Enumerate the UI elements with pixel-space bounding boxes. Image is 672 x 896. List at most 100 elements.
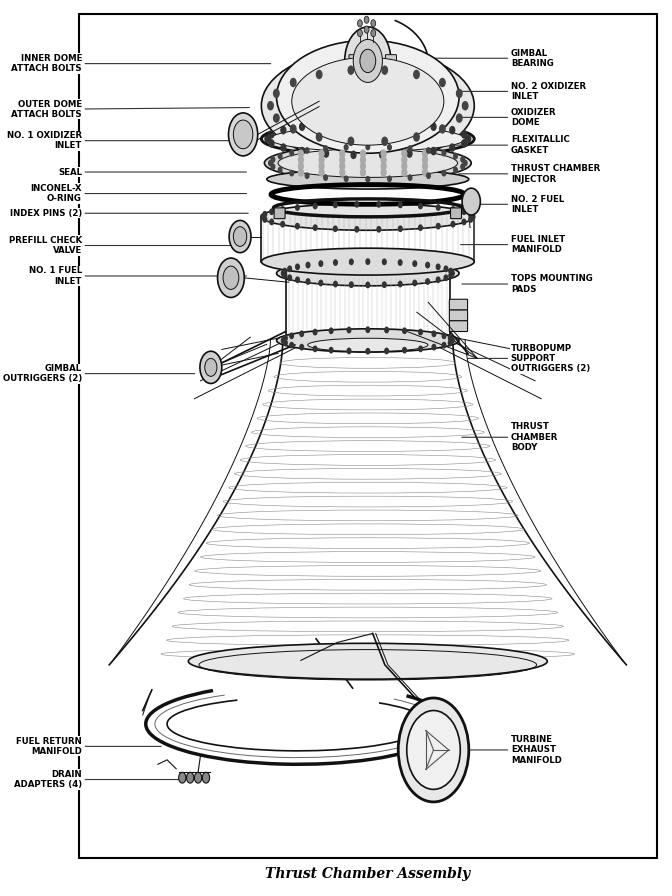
- Circle shape: [442, 333, 446, 339]
- Circle shape: [348, 137, 353, 145]
- Circle shape: [444, 275, 448, 280]
- Circle shape: [229, 220, 251, 253]
- FancyBboxPatch shape: [79, 14, 657, 858]
- Circle shape: [414, 133, 419, 141]
- Circle shape: [380, 119, 384, 126]
- Circle shape: [382, 137, 388, 145]
- Circle shape: [413, 280, 417, 286]
- Text: GIMBAL
BEARING: GIMBAL BEARING: [431, 48, 554, 68]
- Circle shape: [283, 273, 287, 279]
- Circle shape: [305, 148, 309, 153]
- Circle shape: [270, 209, 274, 214]
- Circle shape: [398, 698, 469, 802]
- Circle shape: [382, 66, 388, 74]
- Circle shape: [364, 26, 369, 33]
- Circle shape: [223, 266, 239, 289]
- FancyBboxPatch shape: [450, 321, 468, 332]
- Circle shape: [451, 221, 455, 227]
- Circle shape: [218, 258, 245, 297]
- Circle shape: [377, 227, 380, 232]
- Circle shape: [461, 164, 464, 169]
- Circle shape: [466, 135, 470, 142]
- Circle shape: [349, 282, 353, 288]
- Circle shape: [298, 169, 303, 176]
- Circle shape: [432, 332, 435, 337]
- Circle shape: [228, 113, 257, 156]
- Text: FUEL RETURN
MANIFOLD: FUEL RETURN MANIFOLD: [16, 737, 161, 756]
- Ellipse shape: [261, 122, 474, 156]
- Circle shape: [402, 157, 407, 164]
- Circle shape: [281, 126, 286, 134]
- Circle shape: [290, 79, 296, 87]
- Circle shape: [449, 268, 452, 273]
- Circle shape: [426, 279, 429, 284]
- Circle shape: [319, 163, 324, 170]
- Text: TURBINE
EXHAUST
MANIFOLD: TURBINE EXHAUST MANIFOLD: [435, 735, 562, 765]
- Circle shape: [442, 151, 446, 156]
- Circle shape: [274, 90, 279, 98]
- Circle shape: [436, 205, 440, 211]
- Circle shape: [419, 330, 423, 335]
- Ellipse shape: [261, 248, 474, 275]
- Text: DRAIN
ADAPTERS (4): DRAIN ADAPTERS (4): [13, 770, 179, 789]
- Circle shape: [413, 261, 417, 266]
- Circle shape: [300, 344, 304, 349]
- Text: NO. 1 FUEL
INLET: NO. 1 FUEL INLET: [29, 266, 247, 286]
- Circle shape: [313, 203, 317, 209]
- Circle shape: [381, 169, 386, 176]
- Circle shape: [423, 169, 427, 176]
- Circle shape: [360, 163, 366, 170]
- Circle shape: [278, 153, 282, 159]
- Circle shape: [360, 49, 376, 73]
- Circle shape: [402, 163, 407, 170]
- Circle shape: [427, 173, 430, 178]
- Circle shape: [347, 327, 351, 332]
- Circle shape: [194, 772, 202, 783]
- Text: NO. 2 FUEL
INLET: NO. 2 FUEL INLET: [459, 194, 564, 214]
- Text: FLEXITALLIC
GASKET: FLEXITALLIC GASKET: [453, 135, 570, 155]
- Circle shape: [469, 211, 472, 217]
- Circle shape: [263, 211, 267, 217]
- Circle shape: [347, 349, 351, 354]
- Circle shape: [281, 207, 284, 212]
- Circle shape: [313, 330, 317, 335]
- Circle shape: [381, 151, 386, 158]
- Ellipse shape: [277, 329, 459, 352]
- Circle shape: [423, 157, 427, 164]
- Text: NO. 1 OXIDIZER
INLET: NO. 1 OXIDIZER INLET: [7, 131, 235, 151]
- Ellipse shape: [278, 149, 458, 177]
- Circle shape: [333, 260, 337, 265]
- Circle shape: [366, 327, 370, 332]
- Text: OXIDIZER
DOME: OXIDIZER DOME: [462, 108, 556, 127]
- Text: PREFILL CHECK
VALVE: PREFILL CHECK VALVE: [9, 236, 249, 255]
- Circle shape: [306, 263, 310, 268]
- Circle shape: [462, 220, 466, 225]
- FancyBboxPatch shape: [450, 208, 462, 219]
- Circle shape: [427, 148, 430, 153]
- Circle shape: [444, 266, 448, 271]
- Circle shape: [360, 157, 366, 164]
- Circle shape: [448, 340, 452, 346]
- Circle shape: [319, 169, 324, 176]
- Circle shape: [371, 20, 376, 27]
- Text: NO. 2 OXIDIZER
INLET: NO. 2 OXIDIZER INLET: [453, 82, 586, 101]
- Circle shape: [324, 175, 327, 180]
- Circle shape: [442, 170, 446, 176]
- Circle shape: [358, 30, 362, 37]
- Circle shape: [305, 173, 309, 178]
- Circle shape: [454, 153, 458, 159]
- Circle shape: [298, 163, 303, 170]
- Circle shape: [278, 168, 282, 173]
- Circle shape: [261, 214, 264, 220]
- Circle shape: [398, 202, 402, 208]
- Text: TURBOPUMP
SUPPORT
OUTRIGGERS (2): TURBOPUMP SUPPORT OUTRIGGERS (2): [468, 343, 590, 374]
- FancyBboxPatch shape: [386, 55, 396, 67]
- Circle shape: [296, 223, 299, 228]
- Circle shape: [381, 157, 386, 164]
- Circle shape: [456, 114, 462, 122]
- Circle shape: [271, 164, 275, 169]
- Circle shape: [306, 279, 310, 284]
- Text: INNER DOME
ATTACH BOLTS: INNER DOME ATTACH BOLTS: [11, 54, 271, 73]
- Circle shape: [282, 338, 285, 343]
- Circle shape: [462, 101, 468, 110]
